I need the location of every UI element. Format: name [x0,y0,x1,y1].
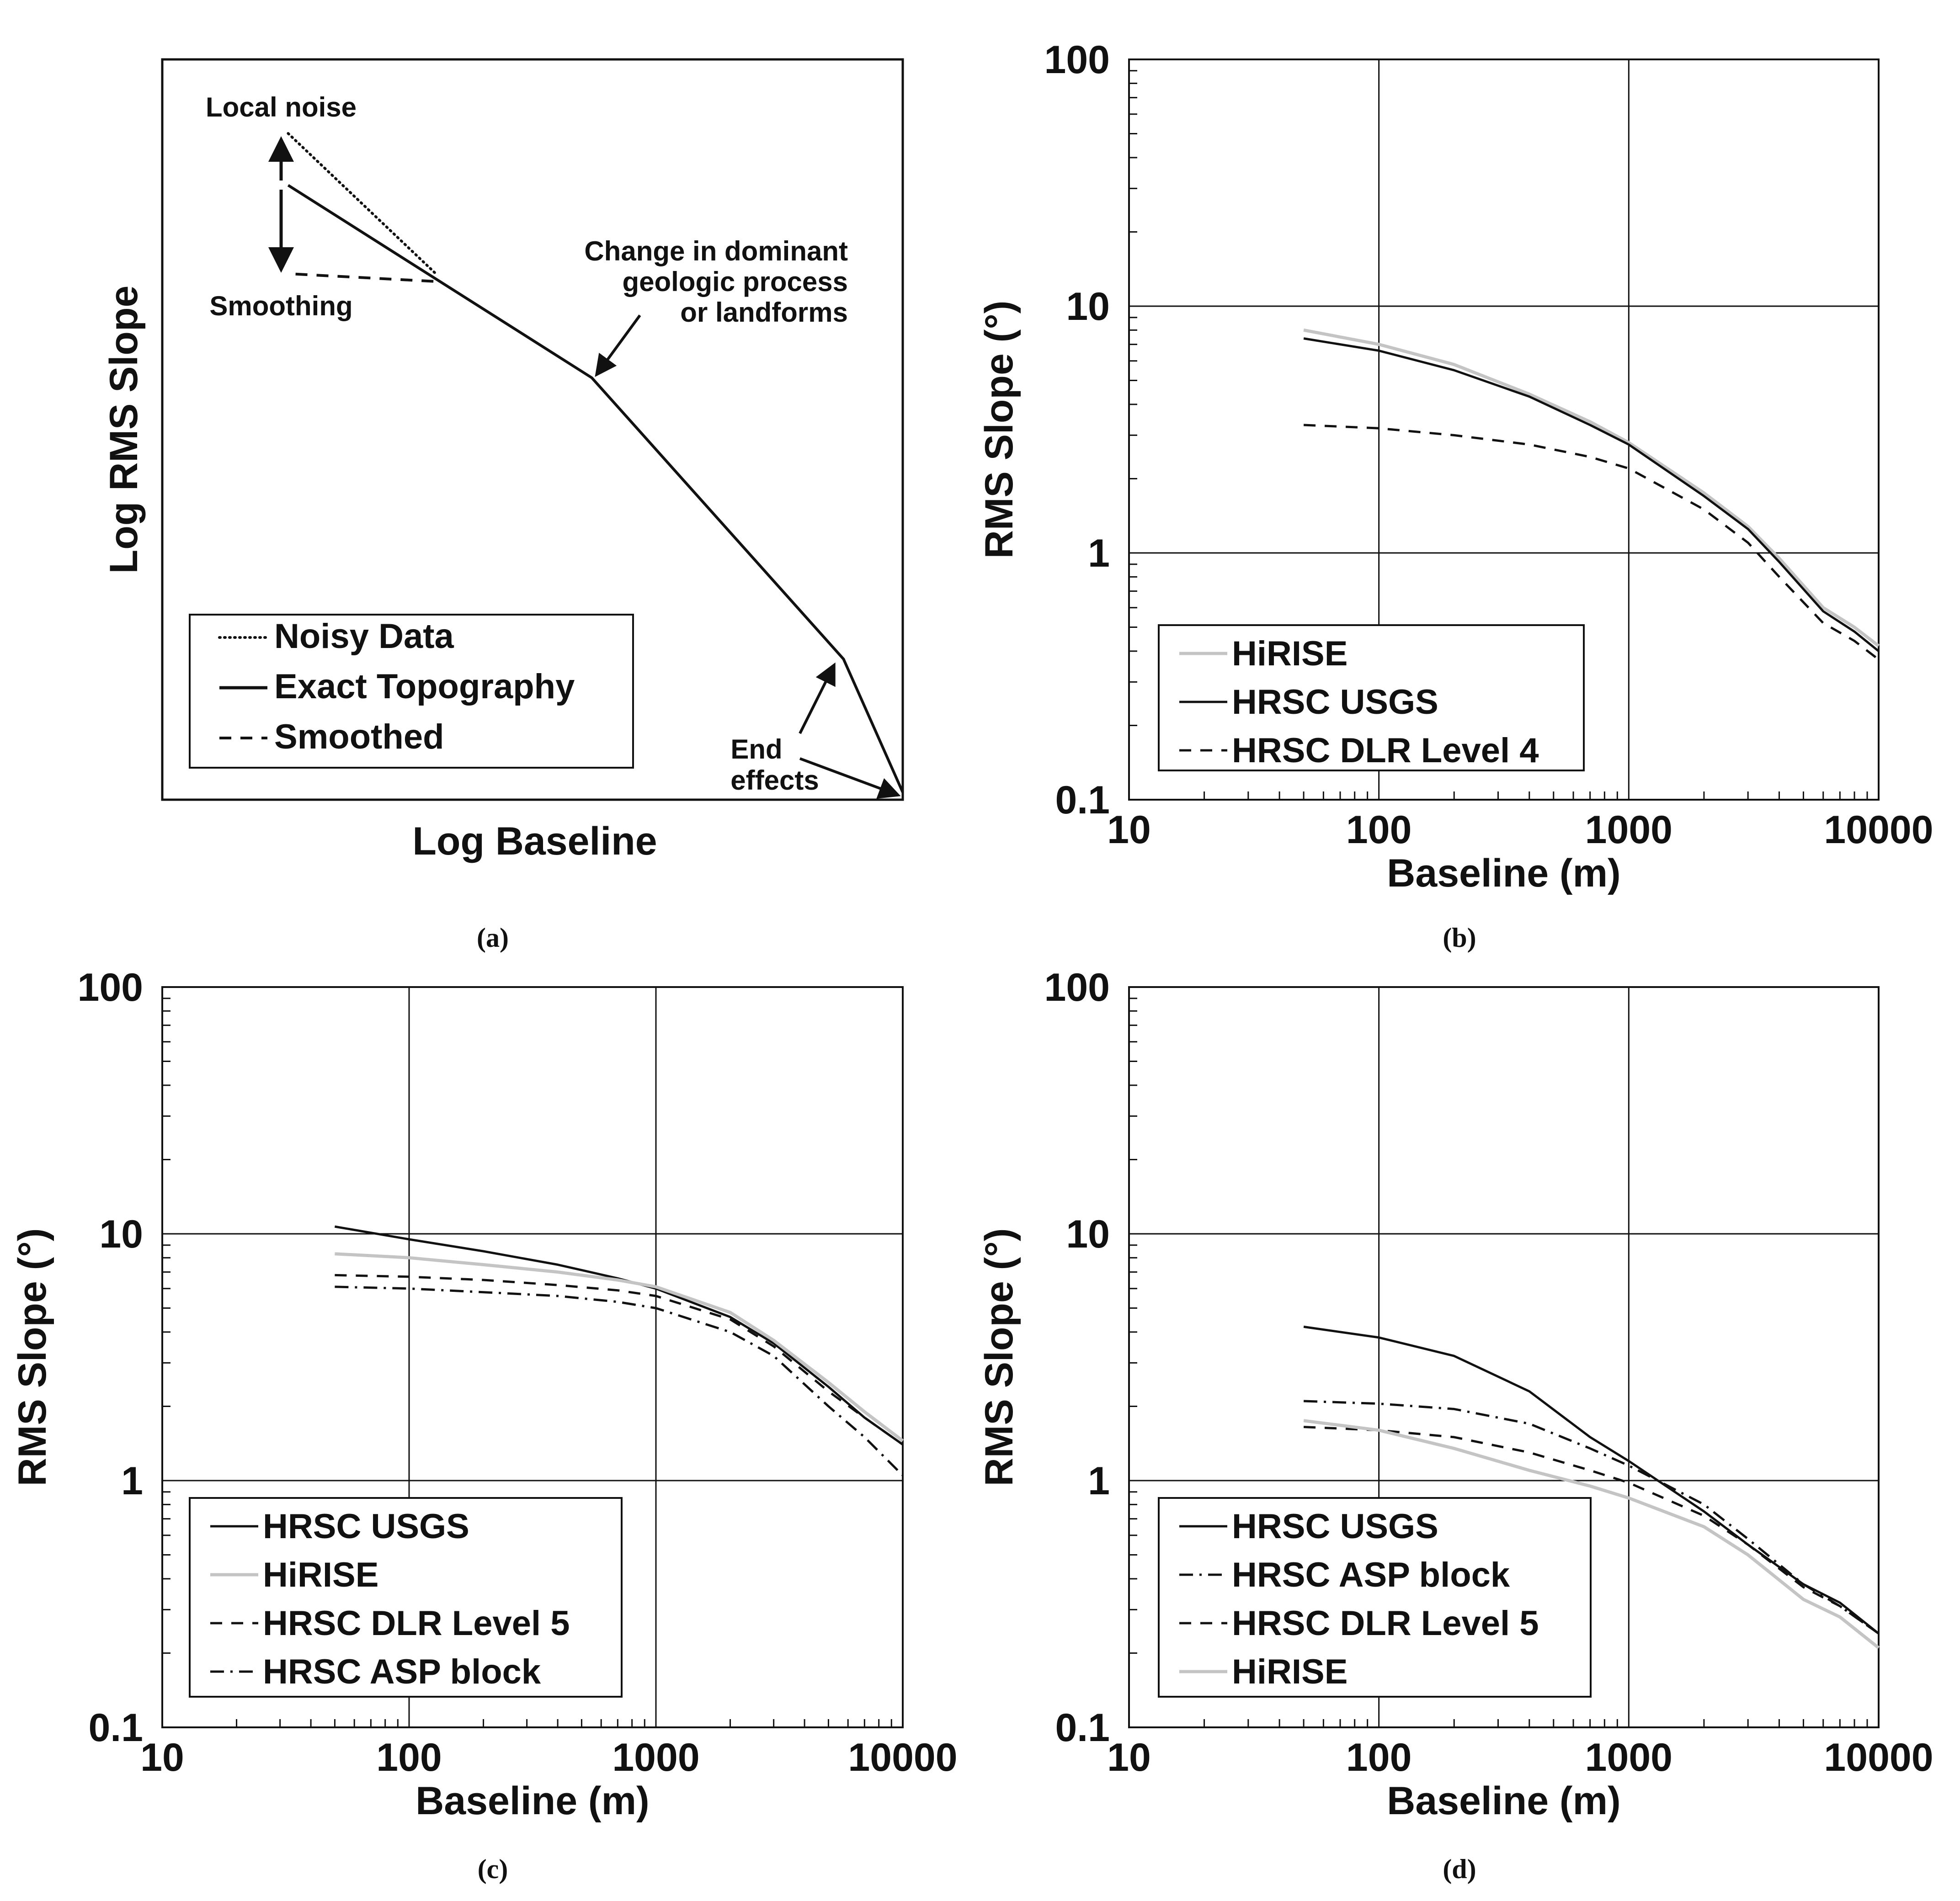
legend-label-hrsc-usgs: HRSC USGS [1232,1507,1438,1546]
legend-label-hrsc-asp-block: HRSC ASP block [1232,1556,1510,1594]
x-tick-label: 1000 [612,1736,699,1779]
plot-frame [1128,58,1880,801]
series-hrsc-usgs [1303,1325,1880,1635]
y-tick-label: 100 [1044,966,1110,1009]
x-tick-label: 10000 [848,1736,957,1779]
legend-box [1158,624,1585,771]
caption-c: (c) [478,1854,508,1884]
legend-label-smoothed: Smoothed [274,717,444,756]
legend-label-hrsc-usgs: HRSC USGS [1232,683,1438,722]
legend-label-hrsc-usgs: HRSC USGS [263,1507,469,1546]
y-tick-label: 0.1 [1055,778,1110,822]
y-tick-label: 1 [1088,1459,1110,1503]
x-tick-label: 10 [140,1736,184,1779]
annotation-local-noise: Local noise [206,92,357,122]
legend-label-hrsc-dlr-level-5: HRSC DLR Level 5 [1232,1604,1539,1643]
annotation-smoothing: Smoothing [209,291,352,321]
legend-box [189,1497,623,1698]
end-effects-arrow-down [799,757,901,799]
x-tick-label: 10 [1107,808,1151,852]
y-tick-label: 10 [1066,1212,1110,1256]
y-tick-label: 1 [1088,531,1110,575]
x-tick-label: 1000 [1585,808,1672,852]
x-tick-label: 100 [1346,1736,1412,1779]
series-hrsc-usgs [1303,337,1880,652]
y-axis-label: RMS Slope (°) [11,1228,54,1487]
x-tick-label: 1000 [1585,1736,1672,1779]
legend-label-noisy-data: Noisy Data [274,617,454,656]
annotation-process-change-line-2: geologic process [623,266,848,297]
legend: HRSC USGS HiRISE HRSC DLR Level 5 HRSC ASP … [189,1497,623,1698]
y-tick-label: 0.1 [88,1706,143,1750]
plot-frame [1128,986,1880,1728]
legend-label-hirise: HiRISE [263,1556,378,1594]
series-hrsc-asp-block [335,1285,904,1476]
x-tick-label: 100 [376,1736,442,1779]
y-tick-label: 100 [78,966,144,1009]
x-axis-label: Baseline (m) [1387,1779,1620,1823]
y-axis-label: RMS Slope (°) [977,1228,1021,1487]
series-hirise [335,1252,904,1442]
caption-b: (b) [1443,923,1476,953]
series-smoothed [295,272,437,283]
series-hrsc-dlr-level-5 [335,1274,904,1446]
series-hrsc-dlr-level-5 [1303,1426,1880,1635]
x-tick-label: 100 [1346,808,1412,852]
series-noisy-data [287,132,438,276]
caption-d: (d) [1443,1854,1476,1884]
x-tick-label: 10000 [1824,808,1933,852]
y-axis-label: RMS Slope (°) [977,301,1021,559]
x-tick-label: 10000 [1824,1736,1933,1779]
panel-a-legend [189,614,634,769]
caption-a: (a) [477,923,509,953]
y-tick-label: 1 [121,1459,143,1503]
legend: HRSC USGS HRSC ASP block HRSC DLR Level 5 H… [1158,1497,1592,1698]
legend-label-hrsc-dlr-level-5: HRSC DLR Level 5 [263,1604,570,1643]
annotation-process-change-line-1: Change in dominant [584,236,848,266]
y-tick-label: 0.1 [1055,1706,1110,1750]
end-effects-arrow-up [799,662,836,734]
panel-a-ylabel: Log RMS Slope [102,286,146,574]
legend-label-hirise: HiRISE [1232,1652,1348,1691]
annotation-end-effects-line-2: effects [730,765,819,796]
legend-label-exact-topography: Exact Topography [274,667,575,706]
y-tick-label: 10 [99,1212,143,1256]
legend-box [1158,1497,1592,1698]
series-hirise [1303,328,1880,648]
annotation-end-effects-line-1: End [730,734,782,765]
y-tick-label: 10 [1066,285,1110,329]
series-hrsc-usgs [334,1225,904,1446]
x-tick-label: 10 [1107,1736,1151,1779]
legend-label-hrsc-dlr-level-4: HRSC DLR Level 4 [1232,731,1539,770]
panel-a-schematic: Log Baseline Log RMS Slope Local noise S… [102,58,904,863]
x-axis-label: Baseline (m) [1387,851,1620,895]
panel-a-frame [161,58,904,801]
legend-label-hirise: HiRISE [1232,634,1348,673]
annotation-process-change-line-3: or landforms [680,297,848,328]
x-axis-label: Baseline (m) [415,1779,649,1823]
series-hirise [1303,1419,1880,1649]
series-exact-topography [287,184,904,793]
y-tick-label: 100 [1044,38,1110,82]
legend: HiRISE HRSC USGS HRSC DLR Level 4 [1158,624,1585,771]
process-change-arrow [595,314,641,377]
plot-frame [161,986,904,1728]
series-hrsc-asp-block [1304,1400,1880,1635]
panel-a-xlabel: Log Baseline [412,819,657,863]
legend-label-hrsc-asp-block: HRSC ASP block [263,1652,541,1691]
